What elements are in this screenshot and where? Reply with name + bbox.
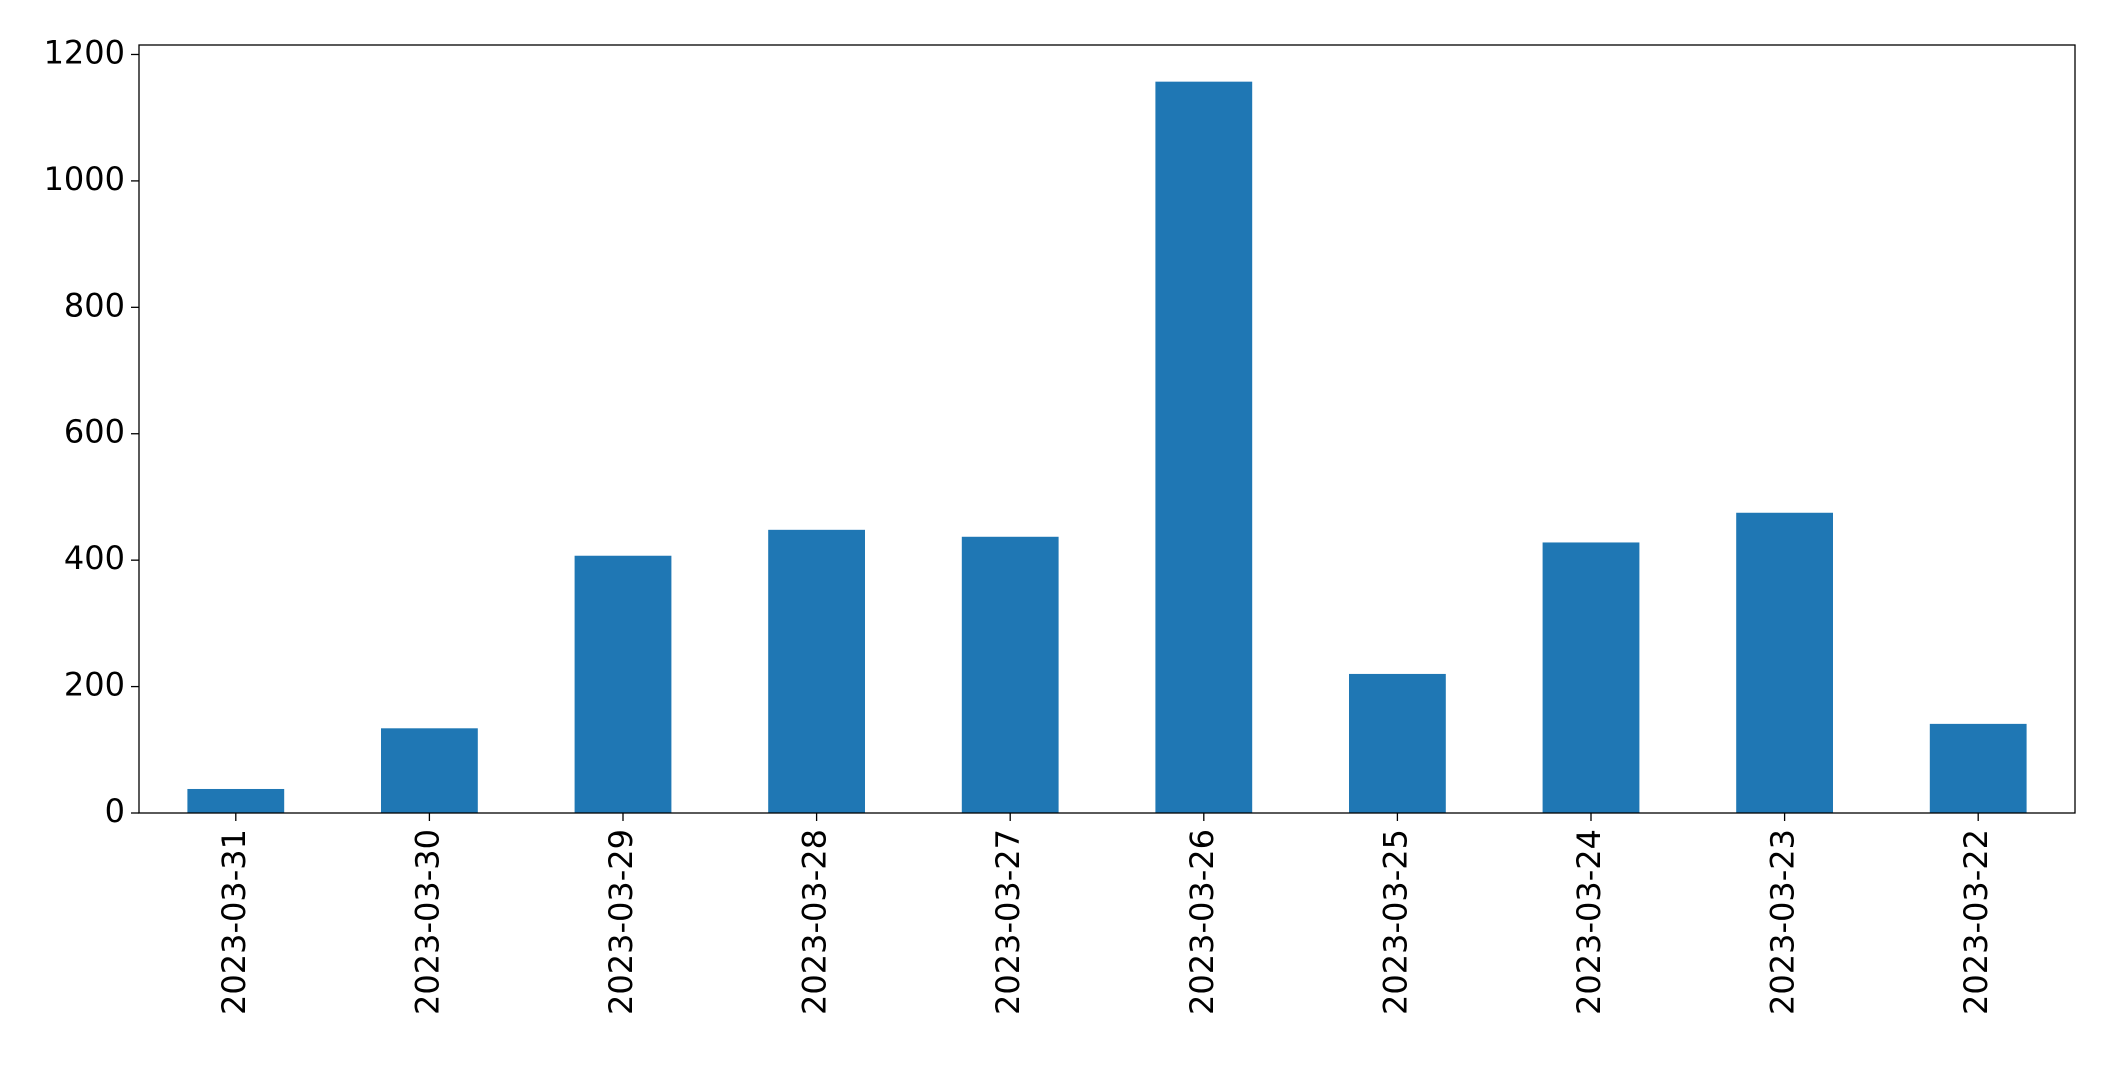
x-tick-label: 2023-03-28 — [796, 829, 834, 1015]
bar — [381, 728, 478, 813]
x-tick-label: 2023-03-24 — [1570, 829, 1608, 1015]
x-tick-label: 2023-03-26 — [1183, 829, 1221, 1015]
y-tick-label: 800 — [64, 286, 125, 324]
plot-frame — [138, 44, 2076, 814]
x-tick-label: 2023-03-23 — [1764, 829, 1802, 1015]
x-tick-label: 2023-03-31 — [215, 829, 253, 1015]
bar — [961, 536, 1059, 813]
x-tick-label: 2023-03-29 — [602, 829, 640, 1015]
bar — [1542, 542, 1640, 813]
y-tick-label: 600 — [64, 413, 125, 451]
y-tick-label: 200 — [64, 666, 125, 704]
bar — [1155, 81, 1253, 813]
x-tick-label: 2023-03-22 — [1957, 829, 1995, 1015]
y-tick-label: 1200 — [44, 33, 125, 71]
y-tick-label: 1000 — [44, 160, 125, 198]
y-tick-label: 0 — [105, 792, 125, 830]
bar — [1349, 673, 1446, 813]
x-tick-label: 2023-03-30 — [408, 829, 446, 1015]
bar — [1929, 723, 2027, 813]
bar — [574, 555, 672, 813]
bar — [1736, 512, 1833, 813]
y-tick-label: 400 — [64, 539, 125, 577]
bar — [187, 788, 285, 813]
x-tick-label: 2023-03-27 — [989, 829, 1027, 1015]
bar — [768, 529, 865, 813]
x-tick-label: 2023-03-25 — [1376, 829, 1414, 1015]
